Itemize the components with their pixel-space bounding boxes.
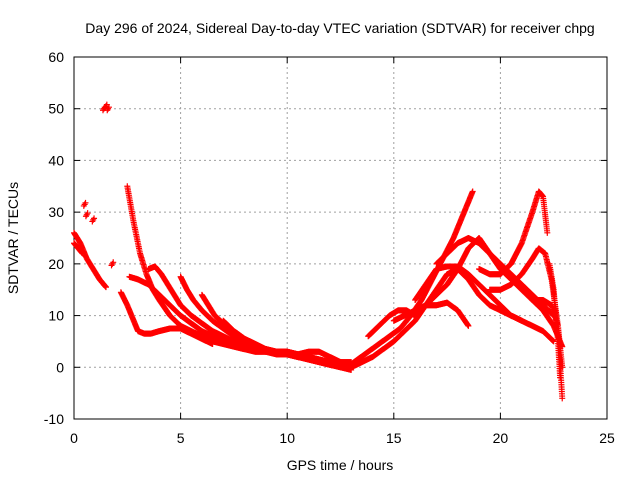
- series-rise-a: [343, 188, 476, 371]
- x-tick-label: 5: [177, 430, 185, 446]
- data-point: [209, 341, 216, 348]
- axis-ticks: 0 5 10 15 20 25 -10 0 10 20 30 40 50 60: [44, 49, 615, 446]
- y-tick-label: 20: [48, 256, 64, 272]
- data-point: [79, 250, 86, 257]
- y-tick-label: 40: [48, 152, 64, 168]
- x-tick-label: 20: [493, 430, 509, 446]
- x-tick-label: 25: [599, 430, 615, 446]
- y-tick-label: 10: [48, 308, 64, 324]
- series-arc-early-a: [71, 229, 109, 291]
- data-points: [71, 101, 566, 402]
- y-tick-label: 30: [48, 204, 64, 220]
- x-tick-label: 0: [70, 430, 78, 446]
- series-rise-b: [348, 266, 525, 371]
- series-arc-c: [117, 289, 216, 348]
- y-axis-label: SDTVAR / TECUs: [5, 182, 21, 294]
- chart-title: Day 296 of 2024, Sidereal Day-to-day VTE…: [85, 20, 594, 36]
- x-tick-label: 10: [279, 430, 295, 446]
- y-tick-label: 0: [56, 359, 64, 375]
- y-tick-label: 50: [48, 101, 64, 117]
- x-axis-label: GPS time / hours: [287, 457, 394, 473]
- y-tick-label: 60: [48, 49, 64, 65]
- series-arc-early-b: [71, 240, 86, 257]
- x-tick-label: 15: [386, 430, 402, 446]
- y-tick-label: -10: [44, 411, 64, 427]
- data-point: [102, 284, 109, 291]
